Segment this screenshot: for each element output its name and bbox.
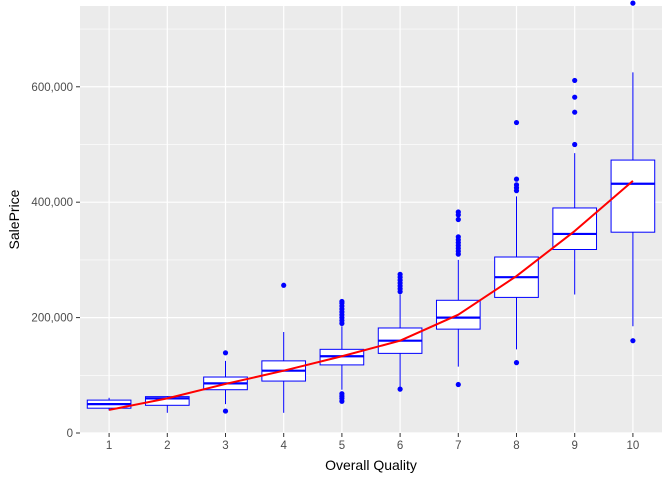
- y-tick-label: 200,000: [31, 313, 73, 325]
- box-10: [610, 72, 656, 327]
- outlier-point: [397, 386, 403, 392]
- trend-line-group: [108, 180, 634, 411]
- minor-gridlines: [80, 28, 662, 376]
- outlier-point: [281, 282, 287, 288]
- y-axis: 0 200,000 400,000 600,000: [31, 82, 80, 440]
- y-tick-label: 400,000: [31, 197, 73, 209]
- outlier-point: [455, 234, 461, 240]
- outlier-point: [339, 391, 345, 397]
- outlier-point: [513, 119, 520, 126]
- x-tick-label: 8: [513, 440, 519, 452]
- outlier-point: [572, 109, 578, 115]
- outlier-points: [222, 0, 636, 414]
- box-iqr: [610, 159, 656, 233]
- outlier-point: [513, 182, 520, 188]
- trend-line: [108, 180, 634, 411]
- box-series: [86, 72, 656, 413]
- x-tick-label: 5: [339, 440, 345, 452]
- x-tick-label: 9: [571, 440, 577, 452]
- x-tick-label: 2: [164, 440, 170, 452]
- outlier-point: [222, 350, 229, 356]
- outlier-point: [572, 77, 578, 84]
- outlier-point: [455, 209, 461, 215]
- x-tick-label: 10: [627, 440, 640, 452]
- x-tick-label: 3: [222, 440, 228, 452]
- y-axis-title: SalePrice: [6, 189, 22, 249]
- outlier-point: [455, 381, 461, 388]
- x-axis: 1 2 3 4 5 6 7 8 9 10: [106, 433, 639, 452]
- box-1: [86, 397, 132, 411]
- outlier-point: [455, 216, 461, 223]
- x-tick-label: 7: [455, 440, 461, 452]
- box-iqr: [144, 396, 190, 406]
- y-tick-label: 0: [67, 428, 73, 440]
- x-axis-title: Overall Quality: [325, 457, 417, 473]
- outlier-point: [339, 298, 345, 305]
- outlier-point: [572, 94, 578, 100]
- x-tick-label: 1: [106, 440, 112, 452]
- x-tick-label: 6: [397, 440, 403, 452]
- outlier-point: [513, 360, 520, 366]
- x-tick-label: 4: [280, 440, 287, 452]
- outlier-point: [630, 0, 636, 6]
- outlier-point: [513, 176, 520, 182]
- outlier-point: [397, 271, 403, 277]
- outlier-point: [572, 141, 578, 148]
- outlier-point: [222, 408, 229, 414]
- y-tick-label: 600,000: [31, 82, 73, 94]
- outlier-point: [630, 338, 636, 344]
